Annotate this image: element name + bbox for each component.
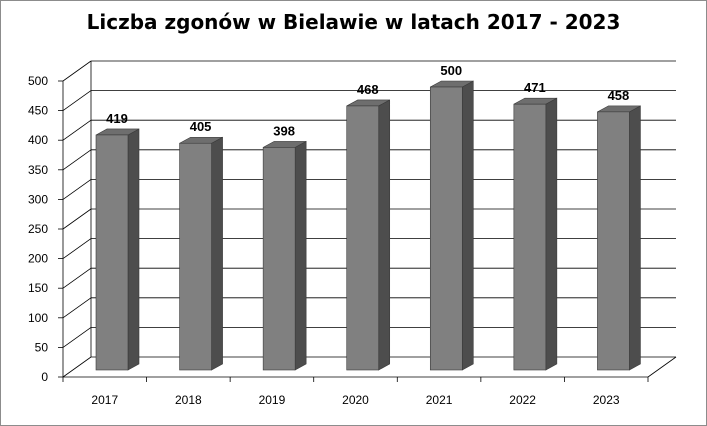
bar-2018 <box>179 136 223 371</box>
bar-2022 <box>513 97 558 371</box>
bar-2019 <box>262 140 307 371</box>
bars <box>95 80 641 371</box>
gridline-diagonal <box>62 179 92 200</box>
x-tick-label-2017: 2017 <box>91 393 118 407</box>
bar-side-2018 <box>211 136 223 371</box>
data-label-2023: 458 <box>608 88 630 103</box>
bar-side-2021 <box>461 80 474 371</box>
bar-front-2019 <box>262 147 296 371</box>
bar-side-2022 <box>545 97 558 371</box>
axes <box>58 61 677 382</box>
data-label-2020: 468 <box>357 82 379 97</box>
y-tick-label: 500 <box>28 74 48 88</box>
data-label-2018: 405 <box>190 119 212 134</box>
bar-2017 <box>95 128 140 371</box>
gridline-diagonal <box>62 356 92 378</box>
bar-side-2017 <box>127 128 140 371</box>
y-tick-label: 450 <box>28 104 48 118</box>
x-tick-label-2018: 2018 <box>175 393 202 407</box>
bar-front-2017 <box>95 134 129 371</box>
y-tick-label: 100 <box>28 311 48 325</box>
bar-side-2019 <box>294 140 307 371</box>
y-tick-label: 0 <box>41 370 48 384</box>
y-tick-label: 150 <box>28 281 48 295</box>
y-tick-label: 50 <box>35 340 49 354</box>
data-label-2021: 500 <box>440 63 462 78</box>
x-tick-label-2023: 2023 <box>593 393 620 407</box>
y-tick-label: 250 <box>28 222 48 236</box>
gridline-diagonal <box>62 60 92 82</box>
y-tick-label: 400 <box>28 133 48 147</box>
gridline-diagonal <box>62 119 92 141</box>
y-tick-label: 200 <box>28 252 48 266</box>
bar-2020 <box>346 99 391 371</box>
gridline-diagonal <box>62 90 92 111</box>
data-label-2019: 398 <box>273 123 295 138</box>
labels: 0 50 100 150 200 250 300 350 400 450 500 419 2017 405… <box>28 63 629 407</box>
bar-2021 <box>429 80 474 371</box>
y-tick-label: 300 <box>28 192 48 206</box>
floor-edge <box>647 356 677 378</box>
gridline-diagonal <box>62 208 92 230</box>
gridline-diagonal <box>62 327 92 348</box>
bar-front-2023 <box>597 111 630 371</box>
bar-front-2022 <box>513 103 547 371</box>
gridline-diagonal <box>62 238 92 259</box>
data-label-2017: 419 <box>106 111 128 126</box>
y-tick-label: 350 <box>28 163 48 177</box>
gridline-diagonal <box>62 267 92 289</box>
bar-front-2021 <box>429 86 463 371</box>
bar-side-2023 <box>629 105 641 371</box>
bar-front-2020 <box>346 105 380 371</box>
bar-2023 <box>597 105 641 371</box>
bar-front-2018 <box>179 142 212 371</box>
gridline-diagonal <box>62 297 92 319</box>
gridline-diagonal <box>62 149 92 171</box>
chart-title: Liczba zgonów w Bielawie w latach 2017 -… <box>86 10 621 34</box>
data-label-2022: 471 <box>524 80 546 95</box>
x-tick-label-2020: 2020 <box>342 393 369 407</box>
x-tick-label-2022: 2022 <box>509 393 536 407</box>
bar-side-2020 <box>378 99 391 371</box>
x-tick-label-2021: 2021 <box>426 393 453 407</box>
x-tick-label-2019: 2019 <box>259 393 286 407</box>
